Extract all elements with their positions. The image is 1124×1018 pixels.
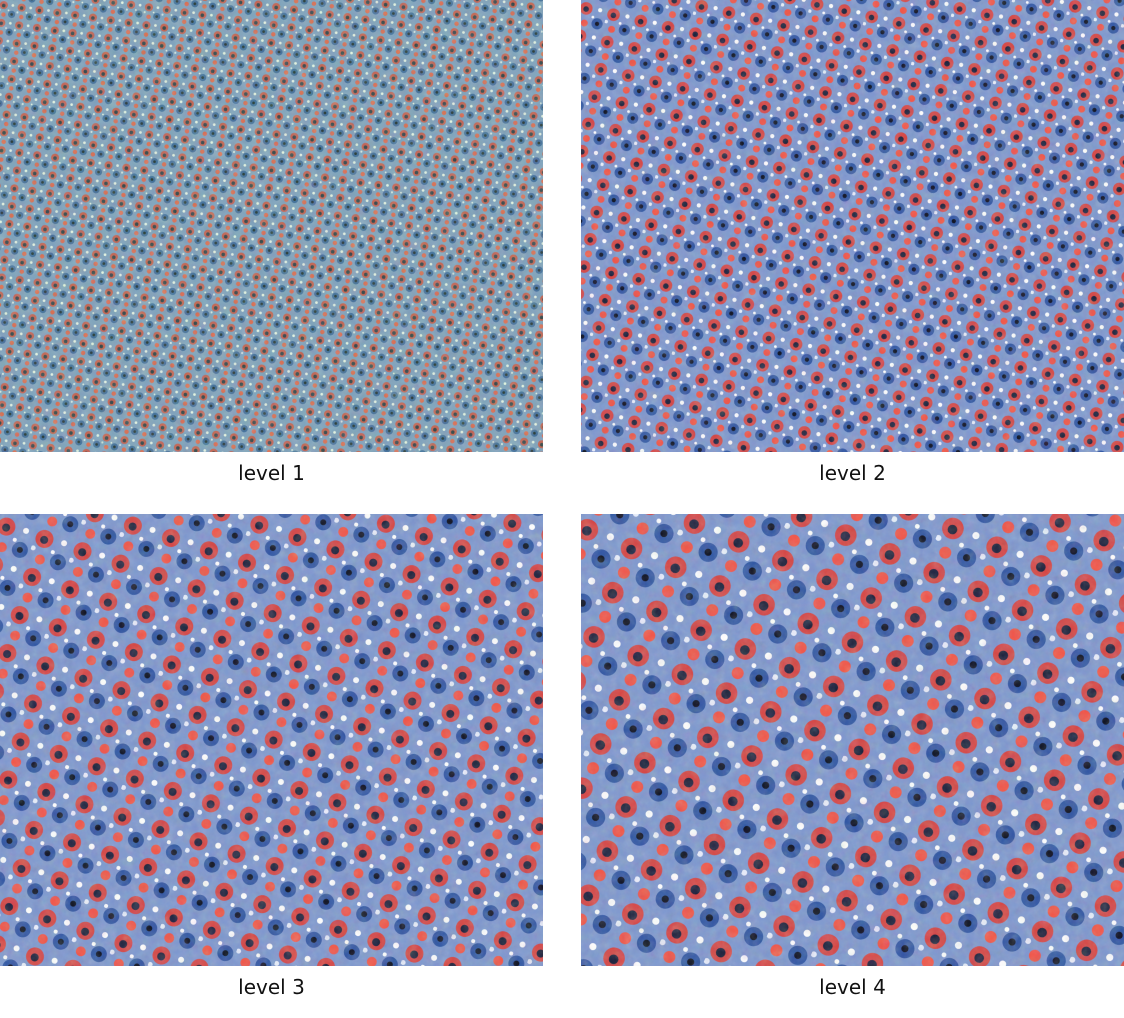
texture-noise xyxy=(0,0,543,452)
texture-noise xyxy=(0,514,543,966)
caption: level 2 xyxy=(819,461,886,485)
caption: level 1 xyxy=(238,461,305,485)
caption: level 3 xyxy=(238,975,305,999)
texture-noise xyxy=(581,514,1124,966)
caption: level 4 xyxy=(819,975,886,999)
texture-noise xyxy=(581,0,1124,452)
texture-image xyxy=(581,514,1124,966)
texture-image xyxy=(0,0,543,452)
texture-image xyxy=(581,0,1124,452)
texture-image xyxy=(0,514,543,966)
